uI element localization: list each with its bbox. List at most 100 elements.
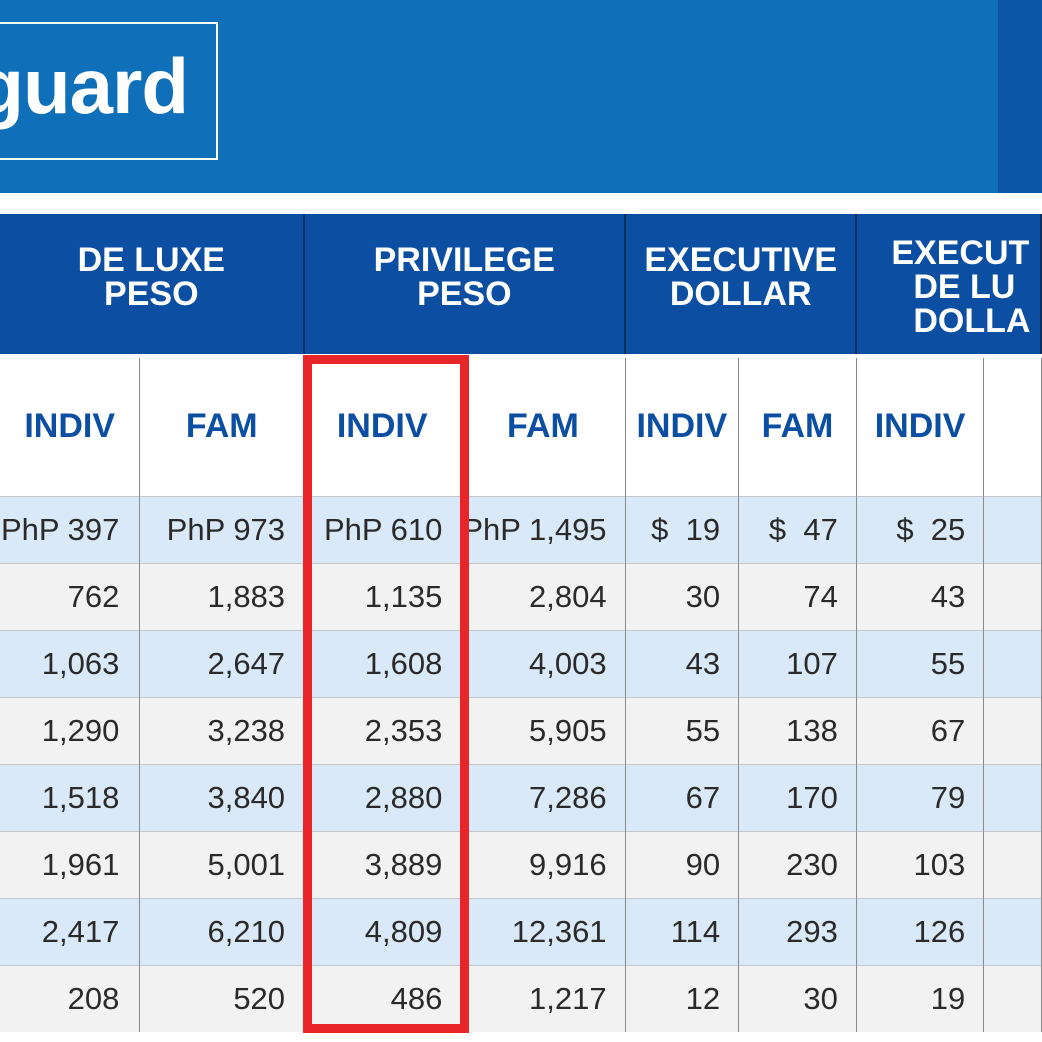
header-banner: guard xyxy=(0,0,1042,193)
table-cell: 5,001 xyxy=(139,830,305,898)
group-header-privilege-peso: PRIVILEGE PESO xyxy=(303,214,627,356)
subheader-cell: INDIV xyxy=(303,354,462,496)
table-cell: 43 xyxy=(625,629,740,697)
table-cell: 2,353 xyxy=(303,696,462,764)
table-cell: 486 xyxy=(303,964,462,1032)
table-cell: 2,804 xyxy=(460,562,626,630)
group-header-line: DE LUXE xyxy=(77,241,225,279)
group-header-row: DE LUXE PESO PRIVILEGE PESO EXECUTIVE DO… xyxy=(0,214,1042,356)
table-cell: 67 xyxy=(625,763,740,831)
table-cell: 79 xyxy=(856,763,985,831)
table-row: PhP 397 PhP 973 PhP 610 PhP 1,495 $ 19 $ 47 $ … xyxy=(0,495,1042,563)
table-cell xyxy=(983,830,1042,898)
group-header-executive-dollar: EXECUTIVE DOLLAR xyxy=(625,214,858,356)
table-cell: 1,961 xyxy=(0,830,141,898)
table-cell: 2,647 xyxy=(139,629,305,697)
table-cell: 7,286 xyxy=(460,763,626,831)
table-cell: 1,217 xyxy=(460,964,626,1032)
subheader-cell xyxy=(983,354,1042,496)
subheader-cell: INDIV xyxy=(625,354,740,496)
table-cell: 114 xyxy=(625,897,740,965)
group-header-line: PRIVILEGE xyxy=(373,241,555,279)
table-cell: $ 25 xyxy=(856,495,985,563)
table-cell: 103 xyxy=(856,830,985,898)
table-cell xyxy=(983,629,1042,697)
table-cell: 9,916 xyxy=(460,830,626,898)
brand-logo-box: guard xyxy=(0,22,218,160)
table-cell: PhP 1,495 xyxy=(460,495,626,563)
subheader-cell: FAM xyxy=(738,354,857,496)
subheader-cell: INDIV xyxy=(0,354,141,496)
table-cell: 67 xyxy=(856,696,985,764)
group-header-line: DE LU xyxy=(913,268,1016,306)
table-row: 208 520 486 1,217 12 30 19 xyxy=(0,964,1042,1032)
table-cell: 293 xyxy=(738,897,857,965)
group-header-line: EXECUT xyxy=(891,234,1030,272)
table-row: 762 1,883 1,135 2,804 30 74 43 xyxy=(0,562,1042,630)
table-cell: 1,883 xyxy=(139,562,305,630)
table-cell xyxy=(983,897,1042,965)
table-cell: 1,608 xyxy=(303,629,462,697)
table-cell: 2,417 xyxy=(0,897,141,965)
table-cell: 138 xyxy=(738,696,857,764)
group-header-executive-deluxe-dollar: EXECUT DE LU DOLLA xyxy=(856,214,1042,356)
group-header-line: DOLLAR xyxy=(669,275,812,313)
table-cell: $ 19 xyxy=(625,495,740,563)
table-cell: 208 xyxy=(0,964,141,1032)
subheader-cell: INDIV xyxy=(856,354,985,496)
table-cell: 3,840 xyxy=(139,763,305,831)
table-cell xyxy=(983,763,1042,831)
table-cell: $ 47 xyxy=(738,495,857,563)
table-cell: 3,889 xyxy=(303,830,462,898)
table-cell xyxy=(983,495,1042,563)
rates-table-container: DE LUXE PESO PRIVILEGE PESO EXECUTIVE DO… xyxy=(0,214,1042,1032)
table-cell: 90 xyxy=(625,830,740,898)
table-cell: 30 xyxy=(738,964,857,1032)
table-cell: 3,238 xyxy=(139,696,305,764)
table-cell: PhP 973 xyxy=(139,495,305,563)
table-cell: 5,905 xyxy=(460,696,626,764)
group-header-line: DOLLA xyxy=(913,302,1031,340)
table-cell: PhP 610 xyxy=(303,495,462,563)
table-cell: 12,361 xyxy=(460,897,626,965)
table-cell: 107 xyxy=(738,629,857,697)
table-cell xyxy=(983,696,1042,764)
table-row: 1,961 5,001 3,889 9,916 90 230 103 xyxy=(0,830,1042,898)
table-cell: 19 xyxy=(856,964,985,1032)
table-cell: 55 xyxy=(625,696,740,764)
table-cell: 43 xyxy=(856,562,985,630)
group-header-line: EXECUTIVE xyxy=(644,241,838,279)
table-row: 2,417 6,210 4,809 12,361 114 293 126 xyxy=(0,897,1042,965)
brand-text: guard xyxy=(0,42,189,130)
subheader-cell: FAM xyxy=(460,354,626,496)
table-cell xyxy=(983,562,1042,630)
table-cell: 1,063 xyxy=(0,629,141,697)
table-cell: 1,518 xyxy=(0,763,141,831)
rates-table: DE LUXE PESO PRIVILEGE PESO EXECUTIVE DO… xyxy=(0,214,1042,1032)
table-cell: 6,210 xyxy=(139,897,305,965)
table-cell: 1,290 xyxy=(0,696,141,764)
table-row: 1,518 3,840 2,880 7,286 67 170 79 xyxy=(0,763,1042,831)
table-cell: 520 xyxy=(139,964,305,1032)
table-cell: 1,135 xyxy=(303,562,462,630)
table-cell: 55 xyxy=(856,629,985,697)
group-header-line: PESO xyxy=(417,275,512,313)
subheader-cell: FAM xyxy=(139,354,305,496)
table-cell: 170 xyxy=(738,763,857,831)
table-cell: 126 xyxy=(856,897,985,965)
group-header-deluxe-peso: DE LUXE PESO xyxy=(0,214,305,356)
table-cell: 4,809 xyxy=(303,897,462,965)
table-cell: 230 xyxy=(738,830,857,898)
table-cell: 30 xyxy=(625,562,740,630)
banner-accent-strip xyxy=(998,0,1042,193)
table-cell: 762 xyxy=(0,562,141,630)
table-cell xyxy=(983,964,1042,1032)
table-row: 1,063 2,647 1,608 4,003 43 107 55 xyxy=(0,629,1042,697)
table-cell: PhP 397 xyxy=(0,495,141,563)
table-cell: 74 xyxy=(738,562,857,630)
table-cell: 4,003 xyxy=(460,629,626,697)
table-cell: 2,880 xyxy=(303,763,462,831)
table-cell: 12 xyxy=(625,964,740,1032)
group-header-line: PESO xyxy=(104,275,199,313)
subheader-row: INDIV FAM INDIV FAM INDIV FAM INDIV xyxy=(0,354,1042,496)
